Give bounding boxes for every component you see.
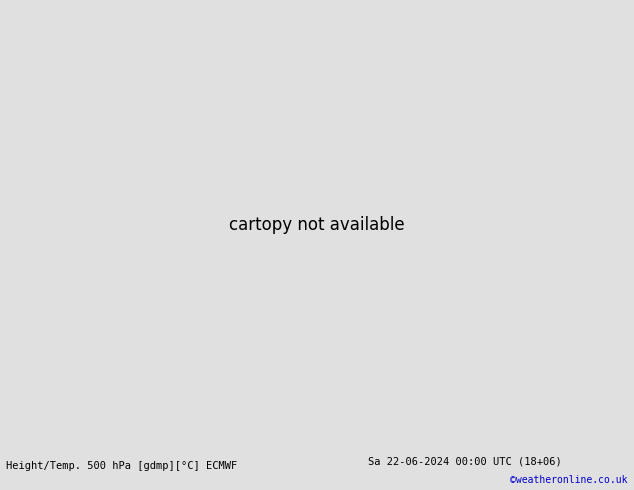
Text: ©weatheronline.co.uk: ©weatheronline.co.uk [510, 475, 628, 485]
Text: Sa 22-06-2024 00:00 UTC (18+06): Sa 22-06-2024 00:00 UTC (18+06) [368, 457, 562, 467]
Text: cartopy not available: cartopy not available [229, 217, 405, 234]
Text: Height/Temp. 500 hPa [gdmp][°C] ECMWF: Height/Temp. 500 hPa [gdmp][°C] ECMWF [6, 462, 238, 471]
